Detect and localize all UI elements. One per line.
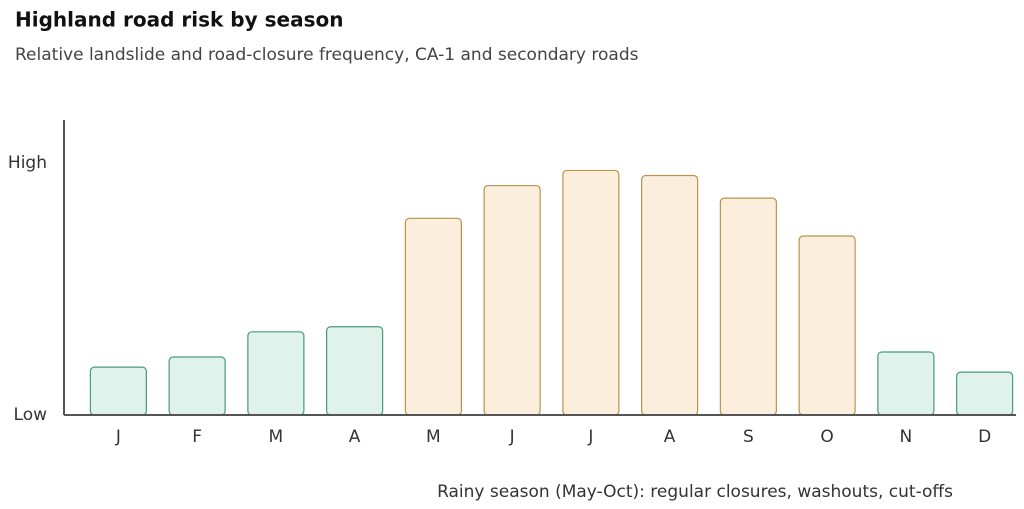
bar [798, 235, 856, 416]
x-tick-label: M [269, 427, 284, 447]
bar [326, 326, 384, 416]
x-tick-label: S [743, 427, 754, 447]
bar [168, 356, 226, 416]
bar [562, 169, 620, 416]
x-tick-label: J [509, 427, 515, 447]
x-tick-label: A [349, 427, 361, 447]
y-tick-label: Low [14, 405, 48, 425]
bar [404, 217, 462, 416]
x-tick-label: D [978, 427, 991, 447]
chart-subtitle: Relative landslide and road-closure freq… [15, 45, 639, 65]
bar [641, 174, 699, 416]
annotation: Rainy season (May-Oct): regular closures… [437, 482, 953, 502]
bar [483, 184, 541, 416]
bar [877, 351, 935, 416]
x-tick-label: O [820, 427, 833, 447]
x-tick-label: A [664, 427, 676, 447]
bar [719, 197, 777, 416]
bar [956, 371, 1014, 416]
bar [247, 331, 305, 416]
y-tick-label: High [8, 153, 47, 173]
x-tick-label: N [900, 427, 913, 447]
chart-title: Highland road risk by season [15, 8, 343, 32]
x-tick-label: M [426, 427, 441, 447]
x-tick-label: J [115, 427, 121, 447]
x-tick-label: F [192, 427, 202, 447]
bar [89, 366, 147, 416]
x-tick-label: J [587, 427, 593, 447]
